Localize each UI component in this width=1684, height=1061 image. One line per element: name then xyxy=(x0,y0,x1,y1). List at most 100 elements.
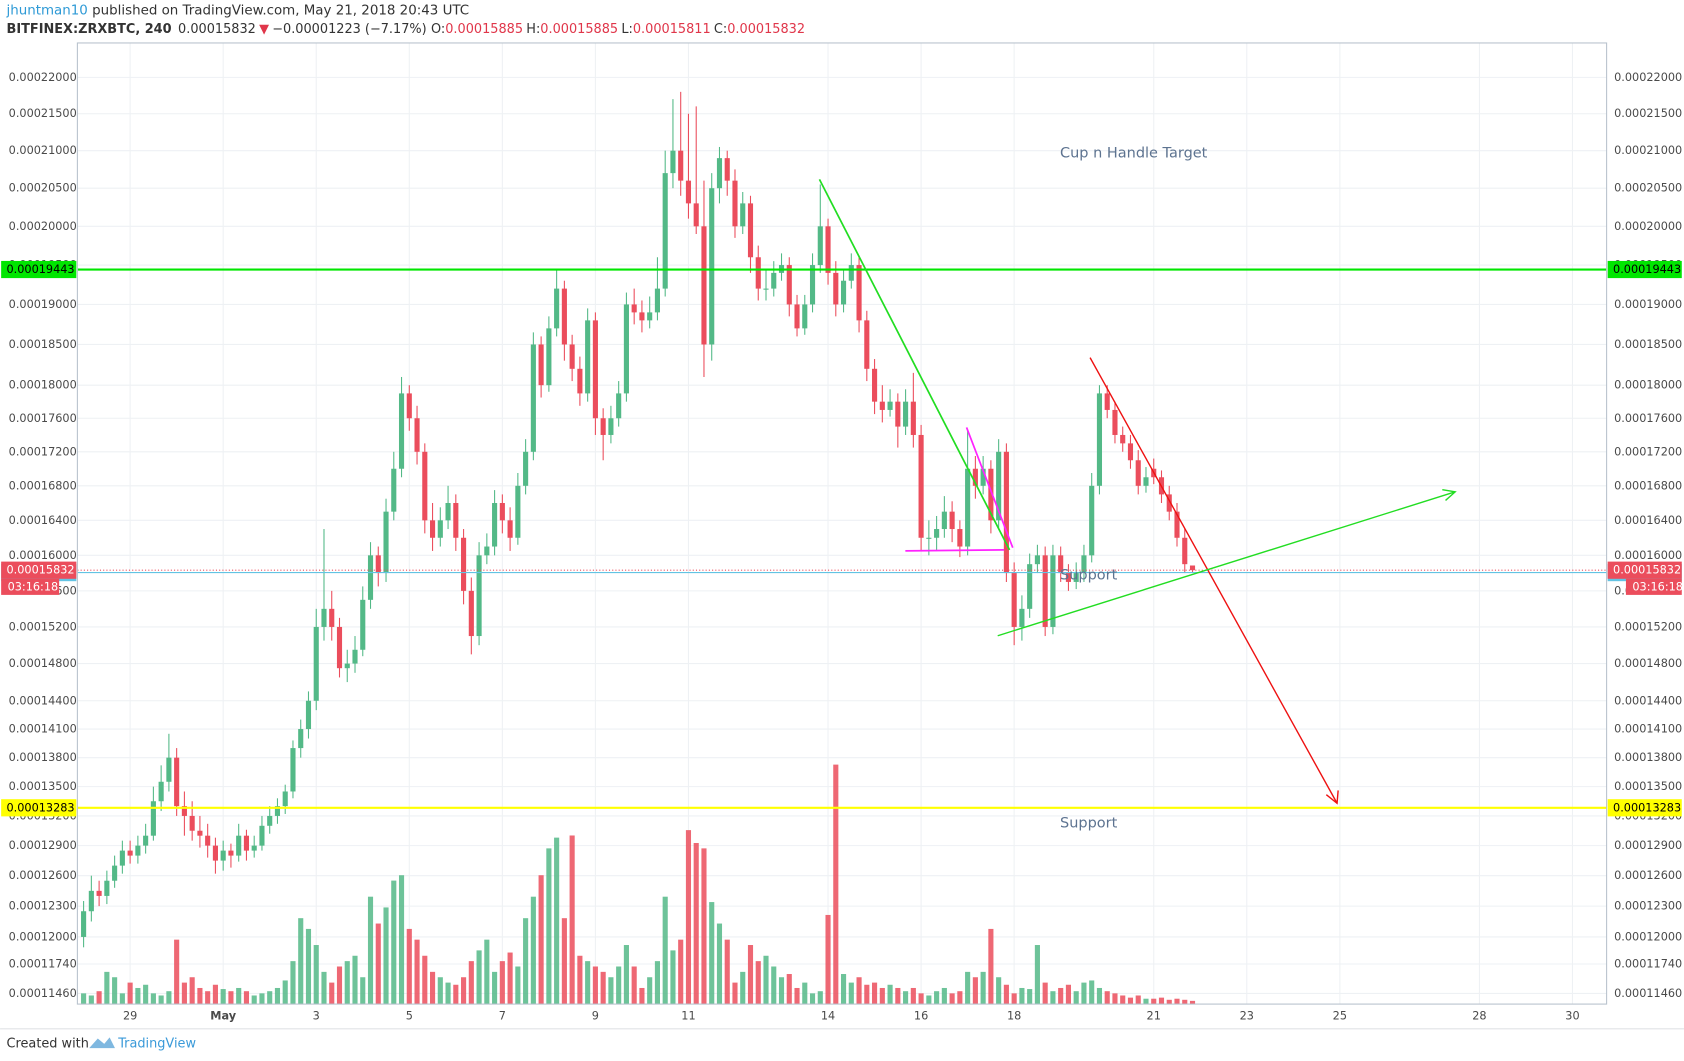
y-tick-label: 0.00012600 xyxy=(9,869,77,882)
volume-bar xyxy=(732,982,738,1005)
volume-bar xyxy=(205,991,211,1005)
volume-bar xyxy=(267,991,273,1005)
y-tick-label: 0.00016000 xyxy=(9,549,77,562)
candle-body xyxy=(81,911,87,937)
volume-bar xyxy=(422,955,428,1005)
volume-bar xyxy=(864,984,870,1005)
header-line-1: jhuntman10 published on TradingView.com, … xyxy=(6,3,470,18)
candle-body xyxy=(313,626,319,701)
candle-body xyxy=(329,608,335,627)
y-tick-label: 0.00018500 xyxy=(1614,338,1682,351)
trend-line xyxy=(965,427,1014,548)
volume-bar xyxy=(786,974,792,1005)
y-tick-label: 0.00013500 xyxy=(9,780,77,793)
annotation: Cup n Handle Target xyxy=(1060,146,1208,162)
author[interactable]: jhuntman10 xyxy=(6,3,88,18)
volume-bar xyxy=(1143,998,1149,1005)
candle-body xyxy=(507,520,513,538)
volume-bar xyxy=(251,995,257,1005)
candle-body xyxy=(1073,573,1079,582)
volume-bar xyxy=(949,993,955,1005)
volume-bar xyxy=(530,896,536,1005)
trend-arrow xyxy=(997,491,1456,637)
volume-bar xyxy=(1019,987,1025,1005)
volume-bar xyxy=(631,966,637,1005)
candle-body xyxy=(592,320,598,419)
y-tick-label: 0.00019000 xyxy=(9,298,77,311)
candle-body xyxy=(391,468,397,512)
volume-bar xyxy=(1182,999,1188,1005)
candle-body xyxy=(693,203,699,227)
candle-body xyxy=(631,304,637,313)
price-line-layer xyxy=(77,268,1607,809)
volume-bar xyxy=(461,977,467,1005)
volume-bar xyxy=(848,982,854,1005)
price-label: 0.00013283 xyxy=(1613,801,1681,814)
last-price-label-box xyxy=(1,561,77,579)
candle-body xyxy=(189,815,195,831)
candle-body xyxy=(585,320,591,394)
last-price-label: 0.00015832 xyxy=(1613,564,1681,577)
symbol: BITFINEX:ZRXBTC, 240 xyxy=(7,21,172,36)
candle-body xyxy=(492,503,498,547)
candle-layer xyxy=(81,91,1196,948)
candle-body xyxy=(678,150,684,181)
candle-body xyxy=(422,451,428,521)
candle-body xyxy=(577,368,583,394)
candle-body xyxy=(515,485,521,538)
y-tick-label: 0.00011740 xyxy=(9,957,77,970)
volume-bar xyxy=(212,984,218,1005)
volume-bar xyxy=(569,835,575,1005)
candle-body xyxy=(305,700,312,730)
volume-bar xyxy=(298,918,304,1005)
ohlc-label: C: xyxy=(714,21,727,36)
candle-body xyxy=(414,418,420,452)
volume-bar xyxy=(554,837,560,1005)
candle-body xyxy=(197,830,203,836)
x-tick-label: 14 xyxy=(821,1009,835,1022)
candle-body xyxy=(259,825,265,846)
candle-body xyxy=(600,418,606,435)
volume-bar xyxy=(1096,987,1103,1005)
volume-bar xyxy=(980,971,986,1005)
volume-bar xyxy=(507,952,513,1005)
y-tick-label: 0.00020000 xyxy=(9,220,77,233)
x-tick-label: 23 xyxy=(1240,1009,1254,1022)
trend-line xyxy=(905,548,1005,552)
candle-body xyxy=(298,729,304,749)
volume-bar xyxy=(577,955,583,1005)
volume-bar xyxy=(104,971,110,1005)
volume-bar xyxy=(1003,984,1009,1005)
grid xyxy=(77,42,1607,1005)
volume-bar xyxy=(391,880,397,1005)
candle-body xyxy=(1143,477,1149,486)
candle-body xyxy=(561,288,567,345)
y-tick-label: 0.00012600 xyxy=(1614,869,1682,882)
candle-body xyxy=(701,226,707,345)
volume-bar xyxy=(918,993,924,1005)
candle-body xyxy=(1011,573,1017,627)
volume-bar xyxy=(639,987,645,1005)
candle-body xyxy=(135,845,141,856)
candle-body xyxy=(1112,409,1118,435)
volume-bar xyxy=(181,982,187,1005)
candle-body xyxy=(654,288,660,313)
candle-body xyxy=(150,801,156,836)
volume-bar xyxy=(856,977,862,1005)
arrow-head xyxy=(1325,790,1339,805)
y-tick-label: 0.00021000 xyxy=(9,144,77,157)
volume-bar xyxy=(119,993,125,1005)
volume-bar xyxy=(189,977,195,1005)
footer-brand[interactable]: TradingView xyxy=(117,1036,196,1051)
candle-body xyxy=(941,511,947,530)
x-tick-label: 11 xyxy=(681,1009,695,1022)
y-tick-label: 0.00014100 xyxy=(9,723,77,736)
candle-body xyxy=(763,288,769,290)
candle-body xyxy=(817,226,823,266)
volume-bar xyxy=(174,939,180,1005)
volume-bar xyxy=(1073,991,1079,1005)
candle-body xyxy=(398,393,405,469)
y-tick-label: 0.00021500 xyxy=(9,107,77,120)
y-tick-label: 0.00016000 xyxy=(1614,549,1682,562)
axes: 0.00022000 0.00022000 0.00021500 0.00021500… xyxy=(1,71,1683,1022)
